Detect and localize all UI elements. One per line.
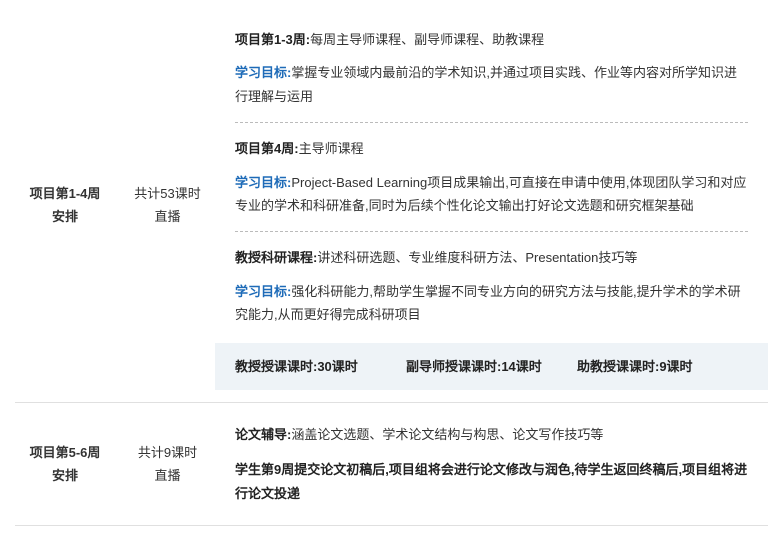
heading-label: 论文辅导: <box>235 427 291 442</box>
block2-sec1-heading: 论文辅导:涵盖论文选题、学术论文结构与构思、论文写作技巧等 <box>235 423 748 446</box>
summary-item-3: 助教授课课时:9课时 <box>577 355 748 378</box>
block2-sec1-bold-line: 学生第9周提交论文初稿后,项目组将会进行论文修改与润色,待学生返回终稿后,项目组… <box>235 458 748 505</box>
heading-text: 涵盖论文选题、学术论文结构与构思、论文写作技巧等 <box>291 427 603 442</box>
summary-item-2: 副导师授课课时:14课时 <box>406 355 577 378</box>
block1-summary-bar: 教授授课课时:30课时 副导师授课课时:14课时 助教授课课时:9课时 <box>215 343 768 390</box>
block1-meta: 共计53课时 直播 <box>120 20 215 390</box>
block1-section1: 项目第1-3周:每周主导师课程、副导师课程、助教课程 学习目标:掌握专业领域内最… <box>215 20 768 116</box>
block1-title-line2: 安排 <box>52 205 78 228</box>
heading-text: 每周主导师课程、副导师课程、助教课程 <box>310 32 544 47</box>
block2-title: 项目第5-6周 安排 <box>15 415 120 513</box>
block2-hours: 共计9课时 <box>138 441 197 464</box>
block1-sec3-heading: 教授科研课程:讲述科研选题、专业维度科研方法、Presentation技巧等 <box>235 246 748 269</box>
block2-title-line1: 项目第5-6周 <box>30 441 101 464</box>
block1-section2: 项目第4周:主导师课程 学习目标:Project-Based Learning项… <box>215 129 768 225</box>
block1-sec1-heading: 项目第1-3周:每周主导师课程、副导师课程、助教课程 <box>235 28 748 51</box>
divider <box>235 122 748 123</box>
block1-sec3-goal: 学习目标:强化科研能力,帮助学生掌握不同专业方向的研究方法与技能,提升学术的学术… <box>235 280 748 327</box>
heading-label: 项目第4周: <box>235 141 299 156</box>
goal-text: Project-Based Learning项目成果输出,可直接在申请中使用,体… <box>235 175 746 213</box>
heading-label: 教授科研课程: <box>235 250 317 265</box>
block1-mode: 直播 <box>154 205 180 228</box>
summary-item-1: 教授授课课时:30课时 <box>235 355 406 378</box>
block1-sec2-goal: 学习目标:Project-Based Learning项目成果输出,可直接在申请… <box>235 171 748 218</box>
block2-meta: 共计9课时 直播 <box>120 415 215 513</box>
block1-section3: 教授科研课程:讲述科研选题、专业维度科研方法、Presentation技巧等 学… <box>215 238 768 334</box>
block1-title-line1: 项目第1-4周 <box>30 182 101 205</box>
heading-label: 项目第1-3周: <box>235 32 310 47</box>
block1-sec2-heading: 项目第4周:主导师课程 <box>235 137 748 160</box>
block1-content: 项目第1-3周:每周主导师课程、副导师课程、助教课程 学习目标:掌握专业领域内最… <box>215 20 768 390</box>
block1-hours: 共计53课时 <box>134 182 200 205</box>
block2-title-line2: 安排 <box>52 464 78 487</box>
goal-label: 学习目标: <box>235 284 291 299</box>
goal-text: 强化科研能力,帮助学生掌握不同专业方向的研究方法与技能,提升学术的学术研究能力,… <box>235 284 741 322</box>
divider <box>235 231 748 232</box>
block2-section1: 论文辅导:涵盖论文选题、学术论文结构与构思、论文写作技巧等 学生第9周提交论文初… <box>215 415 768 513</box>
block2-content: 论文辅导:涵盖论文选题、学术论文结构与构思、论文写作技巧等 学生第9周提交论文初… <box>215 415 768 513</box>
goal-text: 掌握专业领域内最前沿的学术知识,并通过项目实践、作业等内容对所学知识进行理解与运… <box>235 65 737 103</box>
goal-label: 学习目标: <box>235 175 291 190</box>
schedule-block-2: 项目第5-6周 安排 共计9课时 直播 论文辅导:涵盖论文选题、学术论文结构与构… <box>15 415 768 526</box>
block1-sec1-goal: 学习目标:掌握专业领域内最前沿的学术知识,并通过项目实践、作业等内容对所学知识进… <box>235 61 748 108</box>
schedule-block-1: 项目第1-4周 安排 共计53课时 直播 项目第1-3周:每周主导师课程、副导师… <box>15 20 768 403</box>
block1-title: 项目第1-4周 安排 <box>15 20 120 390</box>
heading-text: 主导师课程 <box>299 141 364 156</box>
heading-text: 讲述科研选题、专业维度科研方法、Presentation技巧等 <box>317 250 637 265</box>
goal-label: 学习目标: <box>235 65 291 80</box>
block2-mode: 直播 <box>154 464 180 487</box>
